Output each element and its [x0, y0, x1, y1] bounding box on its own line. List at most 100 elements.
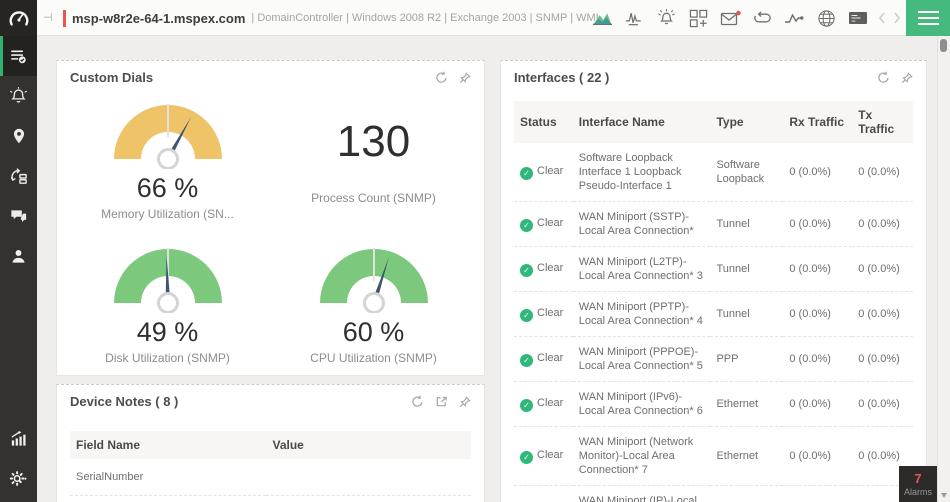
sidebar-item-inventory[interactable]: [0, 36, 37, 76]
interface-status: ✓ Clear: [514, 143, 573, 202]
table-row: ✓ Clear Software Loopback Interface 1 Loo…: [514, 143, 913, 202]
vertical-scrollbar[interactable]: [937, 36, 950, 502]
interfaces-title: Interfaces ( 22 ): [514, 70, 610, 85]
status-ok-icon: ✓: [520, 309, 533, 323]
chevron-left-icon[interactable]: [874, 0, 889, 36]
status-ok-icon: ✓: [520, 399, 533, 413]
device-title[interactable]: msp-w8r2e-64-1.mspex.com: [72, 10, 246, 26]
gauge-chart: [113, 104, 222, 169]
column-header-type[interactable]: Type: [710, 101, 784, 143]
widget-add-icon[interactable]: [682, 0, 714, 36]
status-ok-icon: ✓: [520, 354, 533, 368]
interface-type: Tunnel: [710, 201, 784, 247]
scrollbar-down-arrow-icon[interactable]: [941, 493, 947, 498]
interface-name-link[interactable]: WAN Miniport (SSTP)-Local Area Connectio…: [572, 201, 711, 247]
interface-name-link[interactable]: WAN Miniport (L2TP)-Local Area Connectio…: [572, 246, 711, 292]
sidebar: [0, 36, 37, 502]
interface-name-link[interactable]: WAN Miniport (IP)-Local Area Connection*…: [572, 485, 711, 502]
custom-dials-title: Custom Dials: [70, 70, 154, 85]
pin-icon[interactable]: [459, 395, 471, 408]
column-header-tx-traffic[interactable]: Tx Traffic: [852, 101, 913, 143]
dial-label: Memory Utilization (SN...: [101, 207, 234, 221]
interface-name-link[interactable]: WAN Miniport (PPPOE)-Local Area Connecti…: [572, 336, 711, 382]
sidebar-item-alarms[interactable]: [0, 76, 37, 116]
device-notes-panel: Device Notes ( 8 ) Field Name Value: [56, 384, 485, 502]
expand-icon[interactable]: [435, 395, 448, 408]
column-header-field-name[interactable]: Field Name: [70, 431, 267, 459]
sidebar-item-virtualization[interactable]: [0, 156, 37, 196]
interface-status: ✓ Clear: [514, 381, 573, 427]
interface-name-link[interactable]: WAN Miniport (IPv6)-Local Area Connectio…: [572, 381, 711, 427]
interface-tx: 0 (0.0%): [852, 143, 913, 202]
gauge-chart: [113, 248, 222, 313]
refresh-icon[interactable]: [411, 395, 424, 408]
app-logo[interactable]: [0, 0, 37, 36]
note-field-name: Model: [70, 495, 267, 502]
dial-value: 66 %: [136, 173, 199, 203]
sidebar-bottom: [0, 418, 37, 502]
interface-tx: 0 (0.0%): [852, 336, 913, 382]
column-header-rx-traffic[interactable]: Rx Traffic: [783, 101, 853, 143]
sidebar-item-reports[interactable]: [0, 418, 37, 458]
status-label: Clear: [537, 396, 564, 409]
performance-chart-icon[interactable]: [586, 0, 618, 36]
note-field-value: [266, 495, 471, 502]
pin-icon[interactable]: [901, 71, 913, 84]
refresh-icon[interactable]: [877, 71, 890, 84]
interface-type: Ethernet: [710, 426, 784, 486]
alarm-label: Alarms: [903, 486, 932, 497]
table-row: ✓Clear WAN Miniport (IP)-Local Area Conn…: [514, 485, 913, 502]
pin-icon[interactable]: [459, 71, 471, 84]
interface-name-link[interactable]: Software Loopback Interface 1 Loopback P…: [572, 143, 711, 202]
dial-cpu-utilization[interactable]: 60 % CPU Utilization (SNMP): [299, 245, 449, 365]
table-row: ✓ Clear WAN Miniport (IPv6)-Local Area Co…: [514, 381, 913, 427]
monitor-line-icon[interactable]: [778, 0, 810, 36]
dial-memory-utilization[interactable]: 66 % Memory Utilization (SN...: [93, 101, 243, 221]
sidebar-item-maps[interactable]: [0, 116, 37, 156]
sync-loop-icon[interactable]: [746, 0, 778, 36]
interface-status: ✓ Clear: [514, 201, 573, 247]
sidebar-item-users[interactable]: [0, 236, 37, 276]
refresh-icon[interactable]: [435, 71, 448, 84]
scrollbar-thumb[interactable]: [940, 39, 947, 52]
status-label: Clear: [537, 306, 564, 319]
dial-label: CPU Utilization (SNMP): [310, 351, 437, 365]
status-ok-icon: ✓: [520, 451, 533, 465]
gear-icon: [9, 470, 27, 486]
note-field-name: SerialNumber: [70, 459, 267, 496]
chevron-right-icon[interactable]: [889, 0, 904, 36]
status-label: Clear: [537, 261, 564, 274]
interface-status: ✓ Clear: [514, 246, 573, 292]
column-header-value[interactable]: Value: [266, 431, 471, 459]
device-header: msp-w8r2e-64-1.mspex.com | DomainControl…: [72, 0, 599, 36]
interface-name-link[interactable]: WAN Miniport (Network Monitor)-Local Are…: [572, 426, 711, 486]
mail-alert-icon[interactable]: [714, 0, 746, 36]
console-icon[interactable]: [842, 0, 874, 36]
dial-process-count[interactable]: 130 Process Count (SNMP): [299, 101, 449, 221]
interface-type: Software Loopback: [710, 143, 784, 202]
collapse-panel-icon[interactable]: ⊣: [43, 12, 53, 24]
column-header-interface-name[interactable]: Interface Name: [572, 101, 711, 143]
table-row: ✓ Clear WAN Miniport (Network Monitor)-Lo…: [514, 426, 913, 486]
gauge-chart: [319, 248, 428, 313]
status-label: Clear: [537, 351, 564, 364]
interface-name-link[interactable]: WAN Miniport (PPTP)-Local Area Connectio…: [572, 291, 711, 337]
dial-value: 130: [336, 117, 411, 166]
status-ok-icon: ✓: [520, 219, 533, 233]
sidebar-item-settings[interactable]: [0, 458, 37, 498]
table-row: Model: [70, 495, 471, 502]
globe-icon[interactable]: [810, 0, 842, 36]
status-label: Clear: [537, 216, 564, 229]
dial-disk-utilization[interactable]: 49 % Disk Utilization (SNMP): [93, 245, 243, 365]
interface-rx: 0 (0.0%): [783, 381, 853, 427]
column-header-status[interactable]: Status: [514, 101, 573, 143]
menu-button[interactable]: [906, 0, 950, 36]
menu-icon: [917, 11, 939, 13]
topbar-icon-strip: [586, 0, 904, 36]
interfaces-panel: Interfaces ( 22 ) Status Interface Name …: [500, 60, 927, 502]
response-time-icon[interactable]: [618, 0, 650, 36]
alarm-bell-icon[interactable]: [650, 0, 682, 36]
status-label: Clear: [537, 501, 563, 502]
alarms-badge[interactable]: 7 Alarms: [899, 466, 937, 502]
sidebar-item-chat[interactable]: [0, 196, 37, 236]
